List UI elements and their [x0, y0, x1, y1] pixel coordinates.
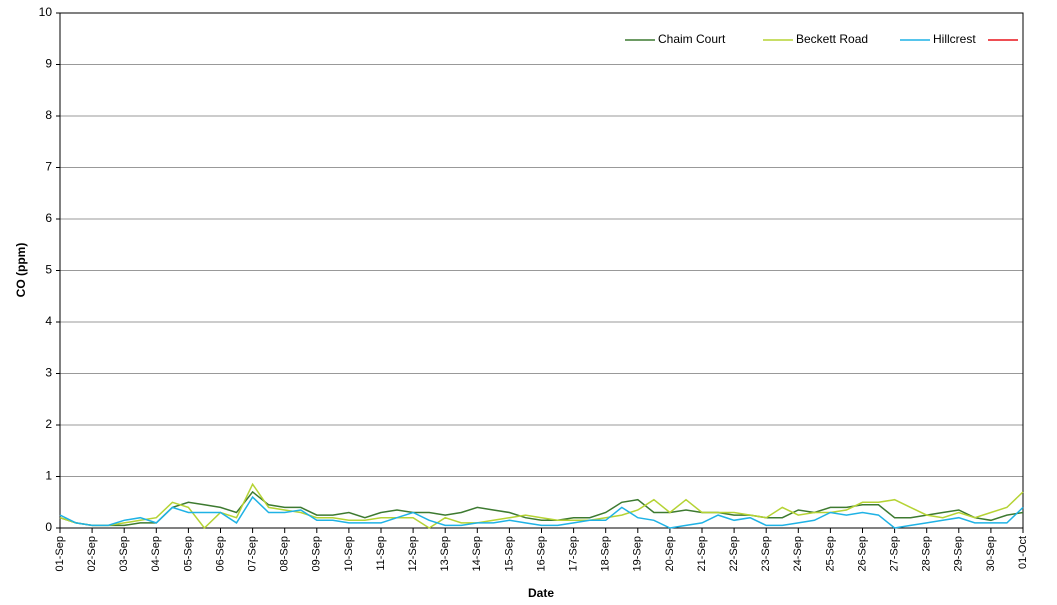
series-line — [59, 490, 1024, 527]
y-tick-label: 8 — [45, 108, 52, 122]
x-tick-label: 19-Sep — [632, 536, 644, 571]
x-tick-label: 21-Sep — [696, 536, 708, 571]
x-tick-label: 23-Sep — [760, 536, 772, 571]
y-tick-label: 5 — [45, 263, 52, 277]
legend-label: Chaim Court — [658, 32, 726, 46]
y-tick-label: 2 — [45, 417, 52, 431]
x-tick-label: 03-Sep — [118, 536, 130, 571]
x-tick-label: 01-Sep — [54, 536, 66, 571]
x-tick-label: 06-Sep — [214, 536, 226, 571]
x-tick-label: 22-Sep — [728, 536, 740, 571]
x-tick-label: 09-Sep — [311, 536, 323, 571]
x-tick-label: 07-Sep — [247, 536, 259, 571]
x-tick-label: 25-Sep — [824, 536, 836, 571]
y-tick-label: 1 — [45, 469, 52, 483]
x-tick-label: 15-Sep — [503, 536, 515, 571]
y-axis-label: CO (ppm) — [14, 243, 28, 298]
series-line — [59, 482, 1024, 530]
x-tick-label: 17-Sep — [568, 536, 580, 571]
x-tick-label: 08-Sep — [279, 536, 291, 571]
x-tick-label: 20-Sep — [664, 536, 676, 571]
x-tick-label: 13-Sep — [439, 536, 451, 571]
y-tick-label: 3 — [45, 366, 52, 380]
x-tick-label: 27-Sep — [889, 536, 901, 571]
y-tick-label: 6 — [45, 211, 52, 225]
y-tick-label: 10 — [39, 5, 53, 19]
x-axis-label: Date — [528, 586, 554, 600]
x-tick-label: 30-Sep — [985, 536, 997, 571]
y-tick-label: 9 — [45, 57, 52, 71]
x-tick-label: 11-Sep — [375, 536, 387, 571]
y-tick-label: 7 — [45, 160, 52, 174]
x-tick-label: 14-Sep — [471, 536, 483, 571]
x-tick-label: 10-Sep — [343, 536, 355, 571]
x-tick-label: 01-Oct — [1017, 536, 1029, 569]
x-tick-label: 18-Sep — [600, 536, 612, 571]
x-tick-label: 26-Sep — [856, 536, 868, 571]
x-tick-label: 12-Sep — [407, 536, 419, 571]
x-tick-label: 02-Sep — [86, 536, 98, 571]
x-tick-label: 04-Sep — [150, 536, 162, 571]
x-tick-label: 24-Sep — [792, 536, 804, 571]
x-tick-label: 05-Sep — [182, 536, 194, 571]
series-line — [59, 495, 1024, 529]
legend-label: Beckett Road — [796, 32, 868, 46]
y-tick-label: 4 — [45, 314, 52, 328]
y-tick-label: 0 — [45, 520, 52, 534]
x-tick-label: 29-Sep — [953, 536, 965, 571]
x-tick-label: 28-Sep — [921, 536, 933, 571]
x-tick-label: 16-Sep — [535, 536, 547, 571]
legend-label: Hillcrest — [933, 32, 976, 46]
